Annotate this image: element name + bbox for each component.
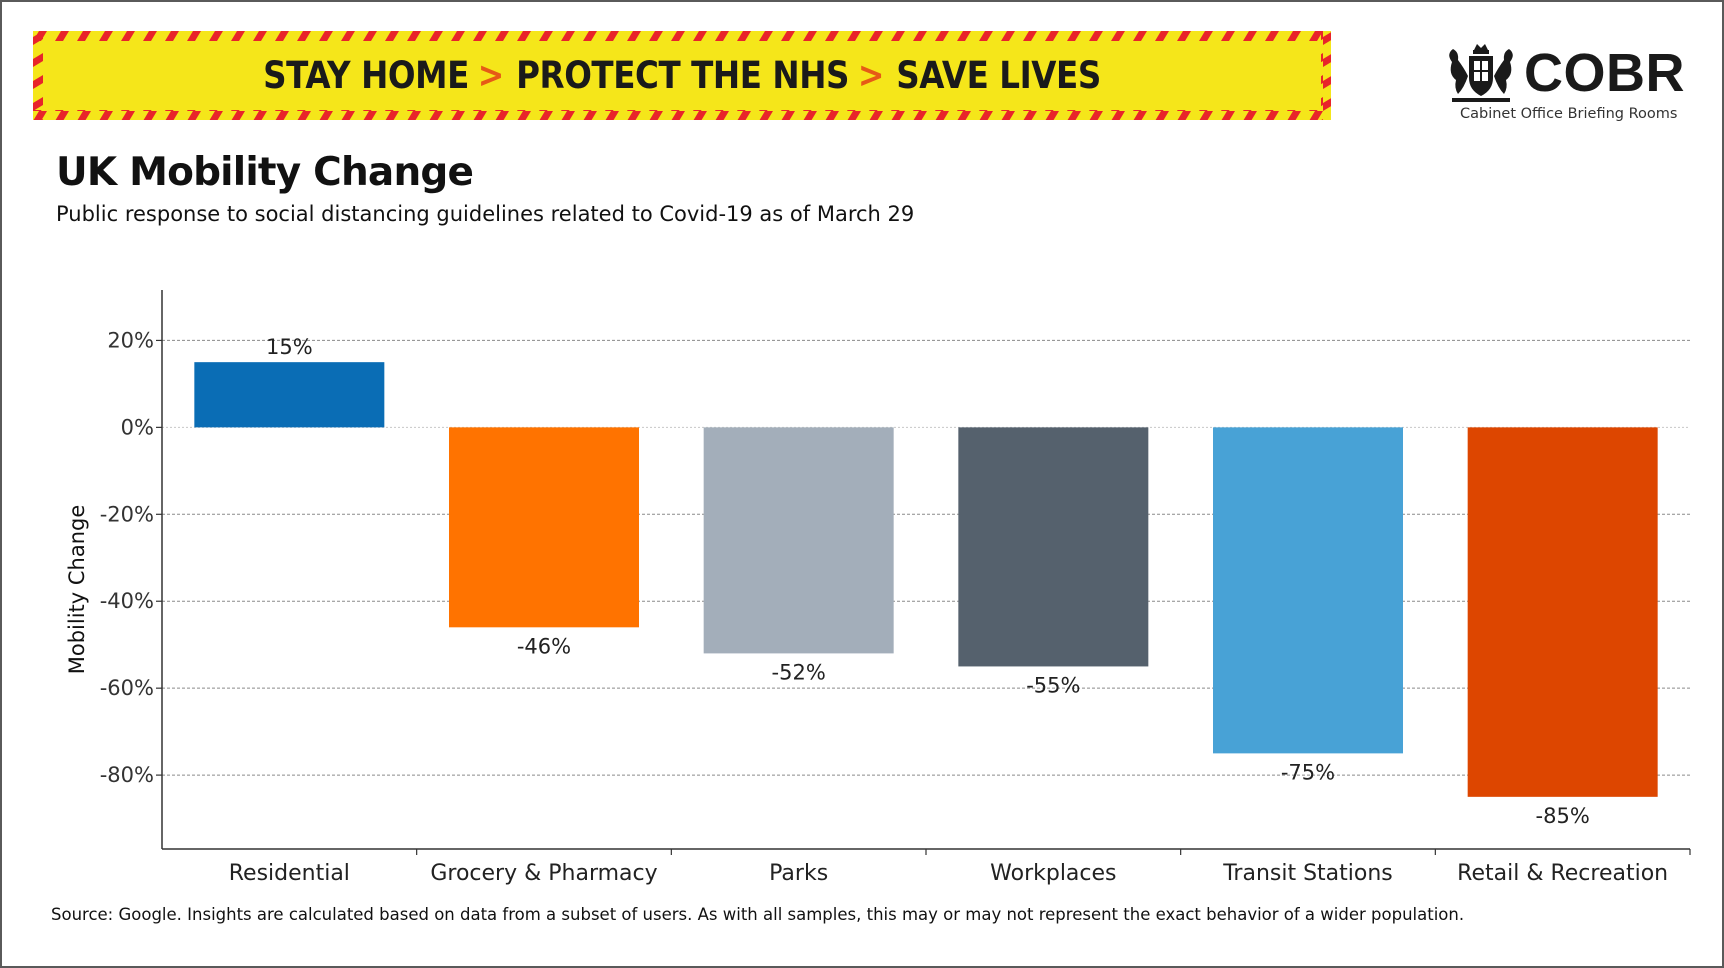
y-axis-label: Mobility Change [65,505,89,675]
y-tick-label: -40% [100,589,154,613]
x-tick-label: Workplaces [990,861,1116,886]
data-label: -55% [1026,673,1080,697]
y-tick-label: 0% [121,415,154,439]
axes [156,290,1691,855]
y-tick-label: -20% [100,502,154,526]
y-tick-label: -60% [100,676,154,700]
gridlines [162,339,1690,776]
data-label: -46% [517,634,571,658]
banner-slogan: STAY HOME > PROTECT THE NHS > SAVE LIVES [111,31,1253,120]
bar-workplaces [958,427,1149,667]
chart-title: UK Mobility Change [56,150,474,195]
x-tick-label: Transit Stations [1222,861,1393,886]
banner-part-stay-home: STAY HOME [263,54,469,97]
data-label: -75% [1281,760,1335,784]
source-note: Source: Google. Insights are calculated … [51,905,1465,924]
x-tick-label: Residential [229,861,350,886]
chart-subtitle: Public response to social distancing gui… [56,202,915,226]
stay-home-banner: STAY HOME > PROTECT THE NHS > SAVE LIVES [33,31,1331,120]
bars [194,362,1658,797]
banner-part-protect-nhs: PROTECT THE NHS [516,54,850,97]
logo-subtitle: Cabinet Office Briefing Rooms [1460,106,1678,122]
data-label: -52% [772,660,826,684]
logo-title: COBR [1524,43,1685,103]
labels: 20% 0% -20% -40% -60% -80% Mobility Change Resi… [65,328,1668,886]
y-tick-label: -80% [100,763,154,787]
x-tick-label: Retail & Recreation [1457,861,1668,886]
cobr-logo: COBR Cabinet Office Briefing Rooms [1442,40,1692,132]
data-label: 15% [266,335,313,359]
bar-parks [703,427,894,654]
data-label: -85% [1536,804,1590,828]
chevron-right-icon: > [477,55,505,96]
x-tick-label: Parks [769,861,828,886]
hazard-stripe-border [33,31,1331,120]
royal-crest-icon [1449,44,1513,102]
banner-part-save-lives: SAVE LIVES [896,54,1101,97]
bar-transit-stations [1213,427,1403,754]
bar-grocery-pharmacy [449,427,639,628]
bar-residential [194,362,385,428]
chevron-right-icon: > [857,55,885,96]
bar-retail-recreation [1467,427,1658,797]
y-tick-label: 20% [107,328,154,352]
x-tick-label: Grocery & Pharmacy [430,861,657,886]
